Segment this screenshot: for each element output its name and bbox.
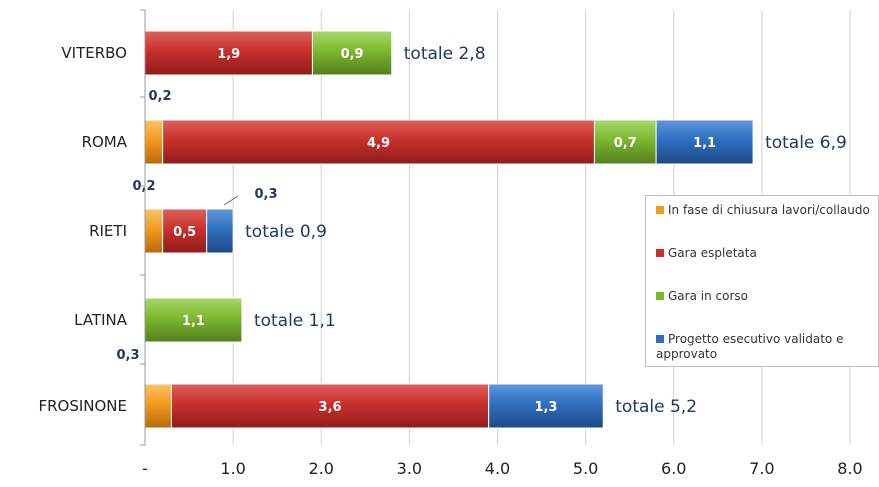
data-label: 0,9 <box>341 47 364 62</box>
category-label: ROMA <box>82 133 128 151</box>
data-label: 3,6 <box>319 400 342 415</box>
legend-swatch <box>656 206 664 214</box>
x-tick-label: 3.0 <box>397 459 422 478</box>
legend-swatch <box>656 335 664 343</box>
x-tick-label: 4.0 <box>485 459 510 478</box>
bar-segment <box>144 119 164 165</box>
x-tick-label: - <box>142 459 148 478</box>
total-label: totale 6,9 <box>765 133 847 153</box>
x-tick-label: 2.0 <box>309 459 334 478</box>
legend-label: Gara in corso <box>668 289 748 303</box>
data-label: 1,9 <box>217 47 240 62</box>
legend-item: Gara in corso <box>656 289 878 304</box>
data-label: 0,7 <box>614 136 637 151</box>
data-label: 1,3 <box>534 400 557 415</box>
data-label: 0,2 <box>148 89 171 104</box>
total-label: totale 0,9 <box>245 222 327 242</box>
total-label: totale 5,2 <box>615 397 697 417</box>
bar-segment <box>206 208 234 254</box>
legend-item: Progetto esecutivo validato e approvato <box>656 332 878 362</box>
x-tick-label: 7.0 <box>749 459 774 478</box>
data-label: 0,3 <box>116 348 139 363</box>
x-tick-label: 8.0 <box>837 459 862 478</box>
x-tick-label: 5.0 <box>573 459 598 478</box>
legend-swatch <box>656 292 664 300</box>
bar-segment <box>655 119 754 165</box>
legend-item: Gara espletata <box>656 246 878 261</box>
bar-segment <box>162 208 208 254</box>
legend-swatch <box>656 249 664 257</box>
bar-segment <box>144 208 164 254</box>
bar-segment <box>144 383 172 429</box>
legend-label: Gara espletata <box>668 246 757 260</box>
legend-label: Progetto esecutivo validato e approvato <box>656 332 844 361</box>
x-tick-label: 1.0 <box>220 459 245 478</box>
category-label: LATINA <box>74 311 128 329</box>
category-label: VITERBO <box>61 44 127 62</box>
legend: In fase di chiusura lavori/collaudo Gara … <box>645 195 879 367</box>
legend-label: In fase di chiusura lavori/collaudo <box>668 203 870 217</box>
leader-line <box>223 195 239 206</box>
data-label: 4,9 <box>367 136 390 151</box>
data-label: 1,1 <box>182 314 205 329</box>
bar-segment <box>144 297 243 343</box>
category-label: RIETI <box>89 222 127 240</box>
data-label: 0,3 <box>254 187 277 202</box>
bar-segment <box>311 30 393 76</box>
bar-segment <box>170 383 490 429</box>
data-label: 1,1 <box>693 136 716 151</box>
total-label: totale 1,1 <box>254 311 336 331</box>
data-label: 0,5 <box>173 225 196 240</box>
legend-item: In fase di chiusura lavori/collaudo <box>656 203 878 218</box>
total-label: totale 2,8 <box>404 44 486 64</box>
bar-segment <box>488 383 604 429</box>
bar-segment <box>162 119 595 165</box>
category-label: FROSINONE <box>38 397 127 415</box>
bar-segment <box>593 119 657 165</box>
x-tick-label: 6.0 <box>661 459 686 478</box>
